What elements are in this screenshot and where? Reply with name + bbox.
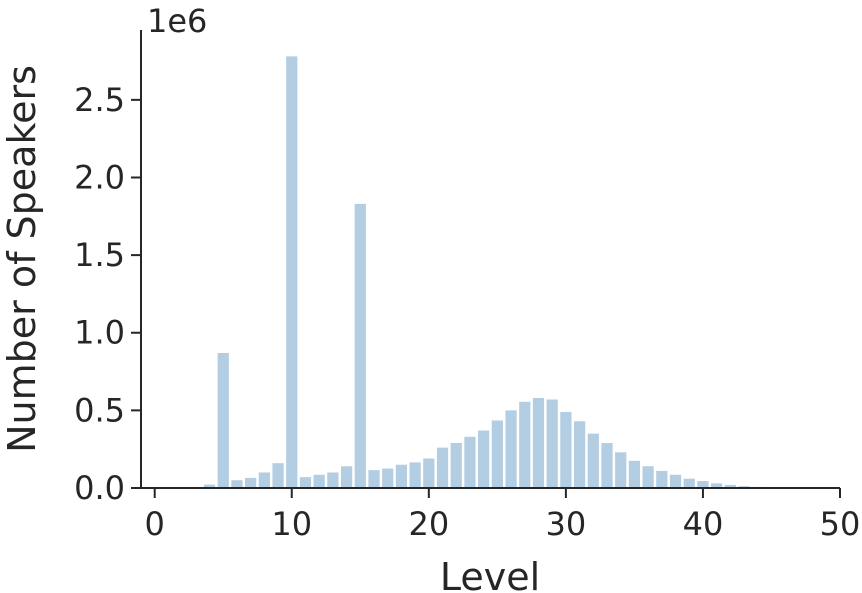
- bar-level-16: [368, 470, 380, 488]
- bar-level-15: [354, 203, 366, 488]
- bar-level-34: [615, 452, 627, 488]
- bar-level-39: [683, 478, 695, 488]
- bar-level-38: [669, 474, 682, 488]
- x-tick-label: 30: [546, 505, 587, 543]
- y-tick-label: 0.0: [74, 469, 125, 507]
- bar-level-20: [423, 458, 435, 488]
- bar-level-30: [560, 411, 572, 488]
- bar-level-4: [203, 484, 216, 488]
- bar-level-7: [245, 477, 257, 488]
- y-ticks: 0.0 0.5 1.0 1.5 2.0 2.5: [74, 81, 141, 507]
- bar-level-23: [464, 436, 476, 488]
- bar-level-40: [697, 481, 709, 488]
- bar-level-35: [628, 460, 641, 488]
- x-tick-label: 50: [820, 505, 861, 543]
- bar-level-8: [258, 472, 270, 488]
- bar-level-9: [272, 463, 284, 488]
- bar-level-18: [395, 464, 408, 488]
- bar-level-22: [450, 442, 462, 488]
- bar-level-14: [340, 466, 353, 488]
- bar-level-36: [642, 466, 654, 488]
- bar-level-37: [656, 470, 668, 488]
- x-tick-label: 40: [683, 505, 724, 543]
- y-tick-label: 1.5: [74, 236, 125, 274]
- y-axis-label: Number of Speakers: [0, 65, 44, 453]
- bar-level-13: [327, 472, 339, 488]
- bar-level-21: [436, 447, 449, 488]
- bar-level-33: [601, 442, 613, 488]
- bar-level-31: [573, 421, 586, 488]
- x-tick-label: 10: [271, 505, 312, 543]
- bar-level-42: [724, 484, 736, 488]
- bar-level-25: [491, 420, 503, 488]
- x-tick-label: 0: [145, 505, 165, 543]
- x-axis-label: Level: [440, 555, 540, 593]
- bar-level-17: [382, 468, 394, 488]
- bar-level-29: [546, 399, 558, 488]
- bar-level-19: [409, 462, 421, 488]
- bar-level-12: [313, 474, 325, 488]
- x-tick-label: 20: [408, 505, 449, 543]
- y-multiplier-label: 1e6: [147, 2, 207, 40]
- y-tick-label: 2.0: [74, 158, 125, 196]
- y-tick-label: 2.5: [74, 81, 125, 119]
- bar-level-27: [519, 401, 531, 488]
- bars: [190, 56, 805, 488]
- bar-level-26: [505, 410, 517, 488]
- bar-level-28: [532, 397, 545, 488]
- bar-level-41: [711, 483, 723, 488]
- y-tick-label: 1.0: [74, 314, 125, 352]
- y-tick-label: 0.5: [74, 391, 125, 429]
- bar-level-6: [231, 480, 243, 488]
- bar-level-5: [217, 352, 229, 488]
- bar-level-10: [286, 56, 298, 488]
- bar-level-11: [299, 477, 312, 488]
- bar-level-24: [478, 430, 490, 488]
- bar-level-32: [587, 433, 599, 488]
- x-ticks: 0 10 20 30 40 50: [145, 488, 861, 543]
